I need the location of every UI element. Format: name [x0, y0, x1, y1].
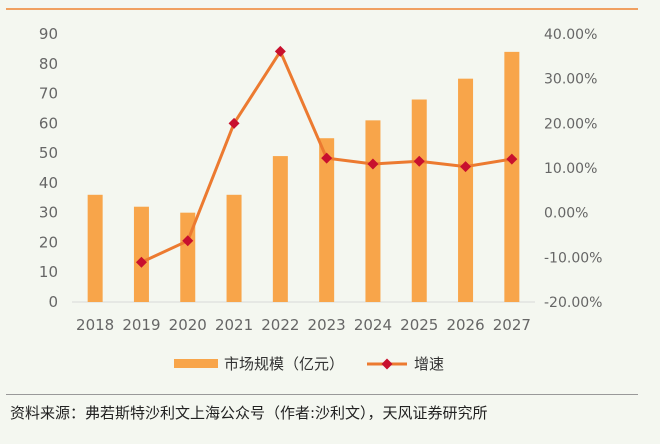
legend-bar-swatch — [174, 359, 218, 368]
legend-line-label: 增速 — [414, 355, 444, 373]
growth-point-2023 — [321, 152, 333, 164]
growth-point-2025 — [413, 155, 425, 167]
market-size-bar-2026 — [458, 78, 474, 303]
market-size-bar-2018 — [87, 194, 103, 302]
left-tick-label: 10 — [39, 263, 58, 281]
right-tick-label: 30.00% — [544, 72, 597, 88]
x-tick-label: 2022 — [261, 316, 299, 334]
right-tick-label: 10.00% — [544, 161, 597, 177]
bar-series — [87, 51, 520, 303]
x-tick-label: 2027 — [493, 316, 531, 334]
growth-point-2027 — [506, 153, 518, 165]
market-size-bar-2024 — [365, 120, 381, 302]
right-tick-label: 40.00% — [544, 27, 597, 43]
right-tick-label: -10.00% — [544, 250, 602, 266]
left-tick-label: 80 — [39, 55, 58, 73]
x-tick-label: 2019 — [122, 316, 160, 334]
x-tick-label: 2024 — [354, 316, 392, 334]
source-note: 资料来源：弗若斯特沙利文上海公众号（作者:沙利文），天风证券研究所 — [10, 404, 488, 422]
growth-point-2024 — [367, 158, 379, 170]
growth-point-2020 — [182, 235, 194, 247]
left-tick-label: 0 — [48, 293, 58, 311]
market-size-bar-2023 — [319, 138, 335, 302]
x-tick-label: 2025 — [400, 316, 438, 334]
growth-point-2019 — [135, 256, 147, 268]
growth-line-series — [135, 45, 518, 268]
top-rule — [6, 8, 638, 10]
growth-point-2026 — [460, 161, 472, 173]
growth-point-2021 — [228, 117, 240, 129]
source-divider — [6, 394, 638, 395]
x-tick-label: 2026 — [446, 316, 484, 334]
market-size-bar-2021 — [226, 194, 242, 302]
left-tick-label: 30 — [39, 204, 58, 222]
legend-bar-label: 市场规模（亿元） — [224, 355, 344, 373]
left-axis-ticks: 0 10 20 30 40 50 60 70 80 90 — [39, 25, 58, 311]
x-tick-label: 2020 — [169, 316, 207, 334]
x-axis-ticks: 2018 2019 2020 2021 2022 2023 2024 2025 2026 2027 — [76, 316, 531, 334]
right-tick-label: 20.00% — [544, 116, 597, 132]
left-tick-label: 20 — [39, 233, 58, 251]
right-tick-label: 0.00% — [544, 206, 588, 222]
growth-point-2022 — [274, 45, 286, 57]
left-tick-label: 90 — [39, 25, 58, 43]
market-size-bar-2025 — [411, 99, 427, 302]
left-tick-label: 50 — [39, 144, 58, 162]
legend: 市场规模（亿元） 增速 — [174, 355, 444, 373]
x-tick-label: 2021 — [215, 316, 253, 334]
x-tick-label: 2023 — [308, 316, 346, 334]
left-tick-label: 60 — [39, 114, 58, 132]
right-axis-ticks: -20.00% -10.00% 0.00% 10.00% 20.00% 30.00% 40.… — [544, 27, 602, 311]
left-tick-label: 70 — [39, 85, 58, 103]
x-tick-label: 2018 — [76, 316, 114, 334]
market-size-bar-2022 — [272, 156, 288, 302]
left-tick-label: 40 — [39, 174, 58, 192]
market-size-bar-2019 — [133, 206, 149, 302]
market-size-bar-2027 — [504, 51, 520, 302]
legend-line-marker — [381, 358, 393, 370]
right-tick-label: -20.00% — [544, 295, 602, 311]
